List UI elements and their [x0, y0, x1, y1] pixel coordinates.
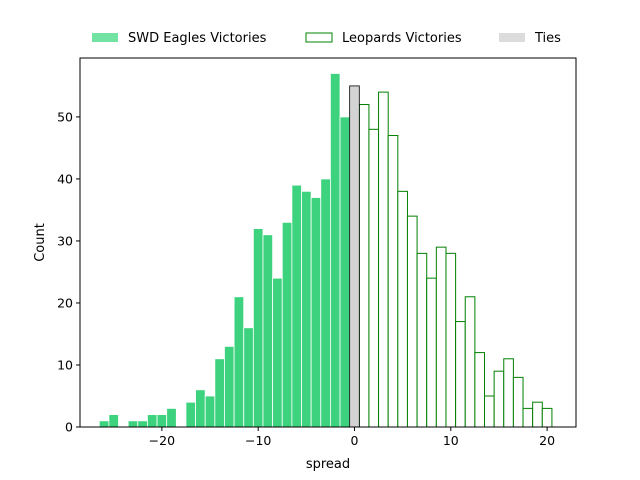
y-tick-label: 0	[65, 420, 73, 435]
swd-eagles-victories-bar	[127, 420, 139, 428]
ties-bar	[349, 85, 360, 428]
legend-swatch-ties	[499, 33, 525, 42]
leopards-victories-bar	[387, 135, 399, 428]
legend-swatch-leopards-victories	[305, 32, 333, 43]
swd-eagles-victories-bar	[252, 228, 264, 428]
y-axis: 0 10 20 30 40 50	[57, 109, 80, 435]
swd-eagles-victories-bar	[233, 296, 245, 428]
leopards-victories-bar	[406, 215, 418, 428]
y-tick-label: 30	[57, 233, 73, 248]
swd-eagles-victories-bar	[108, 414, 119, 428]
leopards-victories-bar	[493, 370, 505, 428]
swd-eagles-victories-bar	[262, 234, 274, 428]
leopards-victories-bar	[368, 128, 380, 428]
leopards-victories-bar	[358, 104, 370, 428]
swd-eagles-victories-bar	[166, 407, 177, 428]
x-tick-label: 10	[443, 433, 459, 448]
swd-eagles-victories-bar	[147, 414, 158, 428]
leopards-victories-bar	[541, 407, 553, 428]
leopards-victories-bar	[503, 358, 514, 428]
swd-eagles-victories-bar	[204, 395, 216, 428]
leopards-victories-bar	[484, 395, 495, 428]
swd-eagles-victories-bar	[281, 221, 293, 428]
swd-eagles-victories-bar	[98, 420, 110, 428]
legend: SWD Eagles Victories Leopards Victories Ti…	[92, 31, 561, 46]
leopards-victories-bar	[455, 321, 466, 428]
swd-eagles-victories-bar	[330, 73, 341, 428]
leopards-victories-bar	[416, 252, 428, 428]
swd-eagles-victories-bar	[339, 116, 351, 428]
legend-label-swd-eagles-victories: SWD Eagles Victories	[128, 31, 267, 46]
swd-eagles-victories-bar	[156, 414, 168, 428]
plot-frame	[79, 57, 577, 428]
swd-eagles-victories-bar	[243, 327, 254, 428]
leopards-victories-bar	[426, 277, 437, 428]
x-tick-label: 20	[539, 433, 555, 448]
swd-eagles-victories-bar	[272, 277, 283, 428]
swd-eagles-victories-bar	[137, 420, 148, 428]
leopards-victories-bar	[435, 246, 447, 428]
leopards-victories-bar	[397, 190, 408, 428]
legend-swatch-swd-eagles-victories	[92, 33, 118, 42]
y-tick-label: 20	[57, 295, 73, 310]
y-tick-label: 40	[57, 171, 73, 186]
swd-eagles-victories-bar	[185, 401, 196, 428]
swd-eagles-victories-bar	[195, 389, 206, 428]
legend-label-ties: Ties	[534, 31, 561, 46]
swd-eagles-victories-bar	[214, 358, 225, 428]
swd-eagles-victories-bar	[291, 184, 302, 428]
legend-label-leopards-victories: Leopards Victories	[342, 31, 462, 46]
swd-eagles-victories-bar	[224, 345, 235, 428]
x-tick-label: −20	[149, 433, 175, 448]
y-tick-label: 10	[57, 357, 73, 372]
x-axis-label: spread	[306, 457, 350, 472]
leopards-victories-bar	[532, 401, 543, 428]
x-tick-label: −10	[245, 433, 271, 448]
leopards-victories-bar	[445, 252, 457, 428]
swd-eagles-victories-bar	[320, 178, 331, 428]
x-tick-label: 0	[351, 433, 359, 448]
x-axis: −20 −10 0 10 20	[149, 427, 555, 448]
y-tick-label: 50	[57, 109, 73, 124]
leopards-victories-bar	[512, 376, 524, 428]
bars-layer	[98, 73, 553, 428]
leopards-victories-bar	[378, 91, 389, 428]
y-axis-label: Count	[33, 223, 48, 262]
swd-eagles-victories-bar	[310, 197, 322, 428]
leopards-victories-bar	[474, 352, 486, 428]
swd-eagles-victories-bar	[301, 190, 312, 428]
leopards-victories-bar	[464, 296, 476, 428]
leopards-victories-bar	[522, 407, 534, 428]
